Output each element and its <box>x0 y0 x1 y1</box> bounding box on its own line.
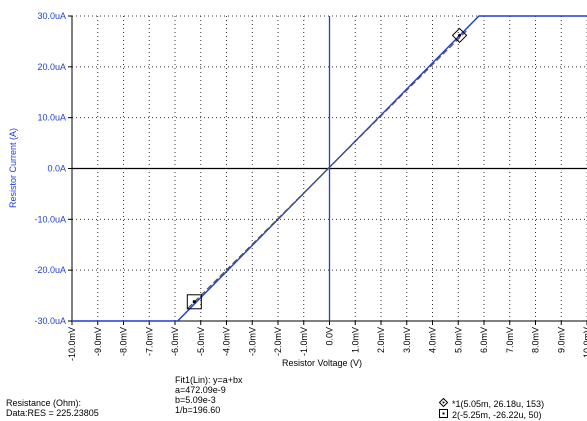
y-tick-label: 30.0uA <box>37 11 66 21</box>
data-series <box>72 15 587 322</box>
cursor-readouts: *1(5.05m, 26.18u, 153) 2(-5.25m, -26.22u… <box>438 397 545 420</box>
cursor-1-marker <box>451 27 468 44</box>
x-tick-label: -3.0mV <box>247 327 257 356</box>
x-tick-label: -9.0mV <box>93 327 103 356</box>
x-tick-label: 7.0mV <box>505 327 515 353</box>
x-tick-label: -6.0mV <box>170 327 180 356</box>
x-tick-label: 8.0mV <box>531 327 541 353</box>
resistance-stats: Resistance (Ohm): Data:RES = 225.23805 <box>6 398 99 418</box>
stats-value: Data:RES = 225.23805 <box>6 408 99 418</box>
x-tick-label: -8.0mV <box>119 327 129 356</box>
y-axis-label: Resistor Current (A) <box>8 128 18 208</box>
y-tick-label: -10.0uA <box>34 214 66 224</box>
x-tick-label: -10.0mV <box>67 327 77 361</box>
x-tick-label: -4.0mV <box>222 327 232 356</box>
x-tick-label: 0.0V <box>325 327 335 346</box>
y-tick-label: -20.0uA <box>34 265 66 275</box>
cursor-markers[interactable] <box>186 27 468 310</box>
cursor-1-center <box>458 33 462 37</box>
x-tick-label: 3.0mV <box>402 327 412 353</box>
cursor-1-text: *1(5.05m, 26.18u, 153) <box>452 398 545 409</box>
x-tick-label: -7.0mV <box>144 327 154 356</box>
x-tick-label: -1.0mV <box>299 327 309 356</box>
x-tick-label: 4.0mV <box>428 327 438 353</box>
x-tick-label: 10.0mV <box>582 327 587 358</box>
cursor-2-readout[interactable]: 2(-5.25m, -26.22u, 50) <box>438 409 544 420</box>
x-tick-label: 5.0mV <box>453 327 463 353</box>
fit-inverse-b: 1/b=196.60 <box>175 405 221 415</box>
x-tick-label: -2.0mV <box>273 327 283 356</box>
cursor-1-readout[interactable]: *1(5.05m, 26.18u, 153) <box>438 397 545 409</box>
stats-heading: Resistance (Ohm): <box>6 398 82 408</box>
axes <box>68 15 587 325</box>
y-tick-label: 0.0A <box>47 164 66 174</box>
fit-line <box>187 28 470 309</box>
x-tick-label: -5.0mV <box>196 327 206 356</box>
square-target-icon <box>438 409 448 420</box>
x-tick-label: 1.0mV <box>350 327 360 353</box>
x-tick-label: 6.0mV <box>479 327 489 353</box>
diamond-target-icon <box>438 397 448 409</box>
fit-b: b=5.09e-3 <box>175 395 216 405</box>
y-tick-label: -30.0uA <box>34 316 66 326</box>
fit-results: Fit1(Lin): y=a+bx a=472.09e-9 b=5.09e-3 … <box>175 375 243 415</box>
x-tick-label: 2.0mV <box>376 327 386 353</box>
cursor-2-center <box>192 300 196 304</box>
x-tick-labels: -10.0mV -9.0mV -8.0mV -7.0mV -6.0mV -5.0mV -4.… <box>67 327 587 361</box>
cursor-2-marker <box>186 294 202 310</box>
fit-a: a=472.09e-9 <box>175 385 226 395</box>
x-axis-label: Resistor Voltage (V) <box>282 358 362 368</box>
chart-plot-area: 30.0uA 20.0uA 10.0uA 0.0A -10.0uA -20.0uA -30.… <box>8 11 587 368</box>
fit-title: Fit1(Lin): y=a+bx <box>175 375 243 385</box>
y-tick-labels: 30.0uA 20.0uA 10.0uA 0.0A -10.0uA -20.0uA -30.… <box>34 11 66 326</box>
y-tick-label: 20.0uA <box>37 62 66 72</box>
cursor-2-text: 2(-5.25m, -26.22u, 50) <box>452 409 542 420</box>
x-tick-label: 9.0mV <box>556 327 566 353</box>
y-tick-label: 10.0uA <box>37 113 66 123</box>
